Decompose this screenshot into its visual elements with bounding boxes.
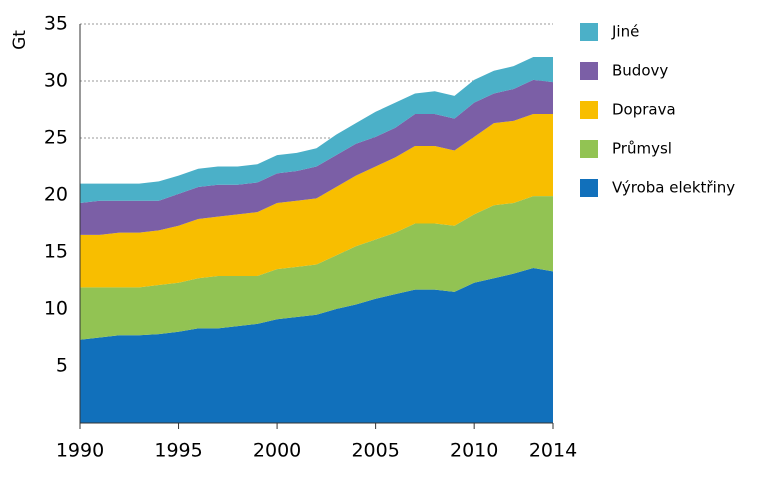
area [80, 267, 553, 423]
legend-label: Doprava [612, 101, 676, 119]
legend-swatch [580, 23, 598, 41]
y-tick-label: 20 [44, 184, 68, 206]
legend-label: Jiné [611, 23, 639, 41]
legend-label: Průmysl [612, 140, 672, 158]
legend-swatch [580, 101, 598, 119]
x-tick-label: 2010 [450, 440, 498, 462]
area [80, 79, 553, 235]
legend-label: Budovy [612, 62, 668, 80]
x-tick-label: 2000 [253, 440, 301, 462]
x-tick-label: 2005 [351, 440, 399, 462]
y-axis-label: Gt [10, 30, 30, 50]
area [80, 196, 553, 340]
y-tick-label: 15 [44, 241, 68, 263]
x-tick-label: 2014 [529, 440, 577, 462]
x-tick-label: 1995 [154, 440, 202, 462]
y-tick-label: 5 [56, 355, 68, 377]
area [80, 114, 553, 288]
legend-swatch [580, 140, 598, 158]
legend-swatch [580, 62, 598, 80]
x-tick-label: 1990 [56, 440, 104, 462]
y-tick-label: 35 [44, 13, 68, 35]
y-tick-label: 30 [44, 70, 68, 92]
legend-swatch [580, 179, 598, 197]
area [80, 57, 553, 203]
y-tick-label: 25 [44, 127, 68, 149]
legend-label: Výroba elektřiny [612, 179, 735, 197]
y-tick-label: 10 [44, 298, 68, 320]
